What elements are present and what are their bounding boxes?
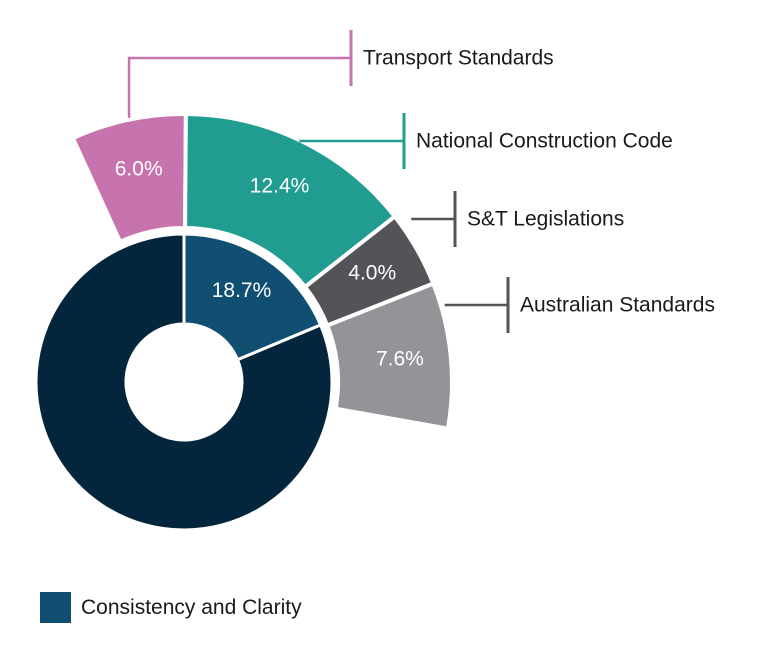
legend-label: Consistency and Clarity — [81, 595, 302, 619]
breakdown-slices — [70, 111, 454, 431]
legend: Consistency and Clarity — [40, 592, 302, 623]
legend-swatch — [40, 592, 71, 623]
slice-labels: 18.7% 6.0% 12.4% 4.0% 7.6% — [115, 157, 424, 370]
callout-label-transport-standards: Transport Standards — [363, 47, 554, 70]
donut-slices — [34, 232, 334, 532]
slice-label-consistency-and-clarity: 18.7% — [212, 279, 272, 302]
slice-label-transport-standards: 6.0% — [115, 157, 163, 180]
callouts: Transport Standards National Construction… — [127, 30, 715, 333]
callout-leader-transport-standards — [127, 56, 351, 118]
callout-label-national-construction-code: National Construction Code — [416, 130, 673, 153]
slice-label-australian-standards: 7.6% — [376, 348, 424, 371]
slice-consistency-and-clarity — [182, 232, 323, 362]
slice-australian-standards — [324, 281, 454, 431]
slice-label-national-construction-code: 12.4% — [250, 175, 310, 198]
slice-label-s-t-legislations: 4.0% — [348, 262, 396, 285]
callout-label-s-t-legislations: S&T Legislations — [467, 208, 624, 231]
callout-label-australian-standards: Australian Standards — [520, 294, 715, 317]
slice-other — [34, 232, 334, 532]
